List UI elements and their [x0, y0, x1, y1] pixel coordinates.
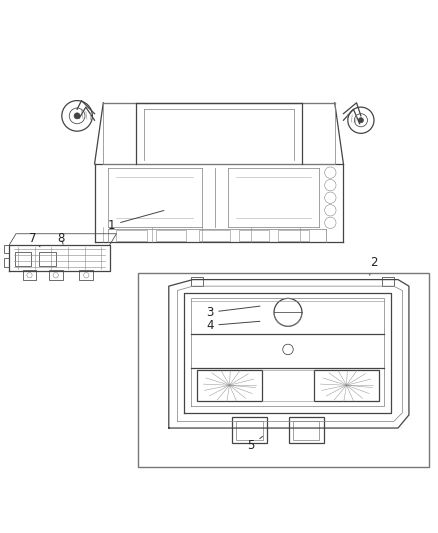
Bar: [293, 422, 319, 440]
Bar: [237, 422, 263, 440]
Text: 4: 4: [206, 319, 260, 332]
Bar: [117, 230, 147, 241]
Bar: [191, 277, 203, 286]
Bar: [289, 417, 324, 443]
Text: 2: 2: [370, 256, 377, 275]
Bar: [232, 417, 267, 443]
Text: 3: 3: [206, 306, 260, 319]
Bar: [278, 230, 308, 241]
Text: 1: 1: [108, 211, 164, 231]
Bar: [239, 230, 269, 241]
Bar: [39, 252, 56, 265]
Circle shape: [74, 113, 80, 119]
Bar: [4, 258, 10, 266]
Bar: [382, 277, 394, 286]
Bar: [314, 369, 379, 401]
Bar: [197, 369, 262, 401]
Bar: [49, 270, 63, 280]
Bar: [4, 245, 10, 253]
Bar: [199, 230, 230, 241]
Bar: [155, 230, 186, 241]
Text: 7: 7: [29, 232, 40, 247]
Bar: [14, 252, 31, 265]
Bar: [138, 273, 428, 467]
Text: 8: 8: [57, 232, 65, 245]
Bar: [79, 270, 93, 280]
Text: 5: 5: [247, 437, 263, 452]
Circle shape: [358, 118, 364, 123]
Bar: [22, 270, 36, 280]
